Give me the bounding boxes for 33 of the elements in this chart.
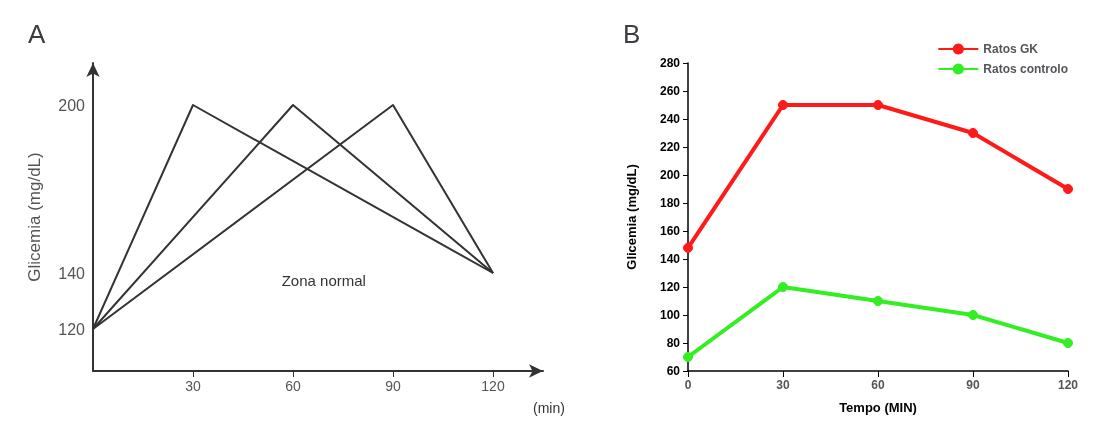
x-tick-label: 90 <box>966 378 980 392</box>
y-tick-label: 180 <box>659 196 681 210</box>
x-tick-label: 0 <box>684 378 692 392</box>
y-tick-label: 220 <box>659 140 681 154</box>
y-tick-label: 120 <box>58 320 86 338</box>
y-tick-label: 60 <box>666 364 681 378</box>
x-tick-label: 60 <box>285 378 301 394</box>
y-tick-label: 260 <box>659 84 681 98</box>
y-tick-label: 140 <box>58 264 86 282</box>
y-tick-label: 80 <box>666 336 681 350</box>
annotation: Zona normal <box>281 272 366 289</box>
legend-label: Ratos controlo <box>983 62 1068 76</box>
y-tick-label: 280 <box>659 56 681 70</box>
x-tick-label: 90 <box>385 378 401 394</box>
x-axis-title: Tempo (MIN) <box>839 400 917 415</box>
x-axis-title: (min) <box>533 400 565 416</box>
y-tick-label: 160 <box>659 224 681 238</box>
y-tick-label: 200 <box>58 96 86 114</box>
y-tick-label: 200 <box>659 168 681 182</box>
x-tick-label: 120 <box>1057 378 1079 392</box>
y-axis-title: Glicemia (mg/dL) <box>624 164 639 270</box>
x-tick-label: 30 <box>776 378 790 392</box>
legend-label: Ratos GK <box>983 42 1039 56</box>
x-tick-label: 120 <box>481 378 505 394</box>
y-tick-label: 120 <box>659 280 681 294</box>
y-tick-label: 240 <box>659 112 681 126</box>
y-tick-label: 100 <box>659 308 681 322</box>
chart-title: B <box>623 19 641 49</box>
y-axis-title: Glicemia (mg/dL) <box>25 152 44 282</box>
y-tick-label: 140 <box>659 252 681 266</box>
chart-title: A <box>28 19 46 49</box>
x-tick-label: 60 <box>871 378 885 392</box>
x-tick-label: 30 <box>185 378 201 394</box>
